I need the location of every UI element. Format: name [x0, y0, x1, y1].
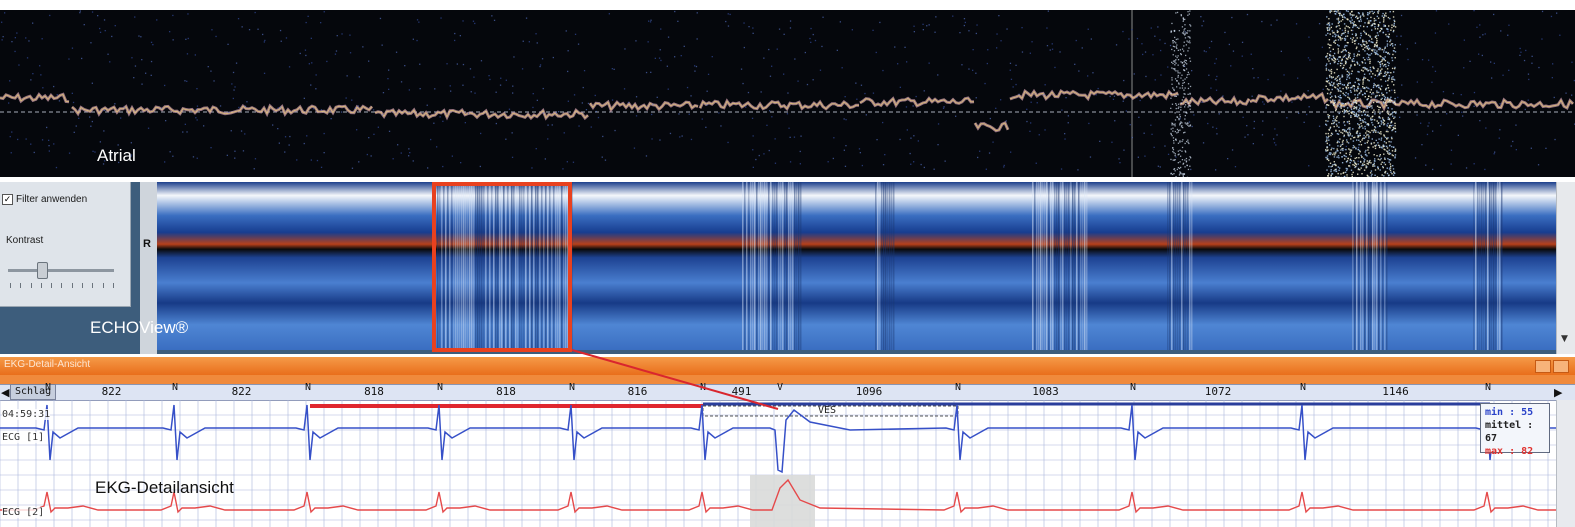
rr-interval: 818 — [496, 385, 516, 398]
contrast-slider-track[interactable] — [8, 269, 114, 272]
filter-checkbox-row[interactable]: ✓ Filter anwenden — [2, 194, 87, 205]
ekg-overview-strip — [0, 375, 1575, 384]
ekg-trace-plot — [0, 400, 1556, 527]
rr-interval: 816 — [627, 385, 648, 398]
contrast-slider-thumb[interactable] — [37, 262, 49, 279]
beat-label: N — [304, 382, 312, 393]
beat-label: N — [1129, 382, 1137, 393]
ekg-scrollbar[interactable] — [1556, 400, 1575, 527]
atrial-spectrogram — [0, 10, 1575, 177]
rr-interval: 818 — [364, 385, 384, 398]
scroll-down-arrow-icon[interactable]: ▼ — [1561, 334, 1568, 344]
scroll-right-icon[interactable]: ▶ — [1554, 386, 1563, 399]
ekg-window-titlebar[interactable]: EKG-Detail-Ansicht — [0, 357, 1575, 375]
beat-label: N — [1484, 382, 1492, 393]
beat-label: N — [954, 382, 962, 393]
beat-label: N — [1299, 382, 1307, 393]
rr-interval: 491 — [731, 385, 752, 398]
rr-interval: 822 — [231, 385, 252, 398]
contrast-slider-ticks — [10, 283, 114, 288]
minimize-window-icon[interactable] — [1535, 360, 1551, 373]
close-window-icon[interactable] — [1553, 360, 1569, 373]
echoview-controls: ✓ Filter anwenden Kontrast — [0, 182, 131, 307]
echoview-scan — [157, 182, 1556, 352]
filter-label: Filter anwenden — [16, 194, 88, 205]
stat-min: min : 55 — [1485, 407, 1534, 418]
heart-rate-stats: min : 55 mittel : 67 max : 82 — [1480, 403, 1550, 457]
atrial-panel: Atrial — [0, 10, 1575, 177]
beat-label: N — [44, 382, 52, 393]
contrast-label: Kontrast — [6, 235, 44, 246]
echoview-caption: ECHOView® — [90, 318, 189, 337]
beat-label: N — [171, 382, 179, 393]
rr-interval: 822 — [101, 385, 122, 398]
beat-header-bar: ◀ ▶ — [0, 384, 1575, 401]
beat-label: N — [436, 382, 444, 393]
lead2-label: ECG [2] — [2, 507, 45, 518]
rr-interval: 1083 — [1032, 385, 1059, 398]
r-axis-label: R — [143, 238, 151, 250]
beat-label: N — [568, 382, 576, 393]
ekg-window-title: EKG-Detail-Ansicht — [4, 359, 91, 370]
rr-interval: 1146 — [1382, 385, 1409, 398]
beat-label: V — [776, 382, 784, 393]
stat-mittel: mittel : 67 — [1485, 420, 1534, 444]
lead1-label: ECG [1] — [2, 432, 45, 443]
echoview-panel: ✓ Filter anwenden Kontrast R ▼ ECHOView® — [0, 182, 1575, 354]
atrial-caption: Atrial — [97, 146, 136, 165]
scroll-left-icon[interactable]: ◀ — [1, 386, 10, 399]
echoview-scrollbar[interactable] — [1556, 182, 1575, 354]
start-time-label: 04:59:31 — [2, 409, 51, 420]
schlag-button[interactable]: Schlag — [10, 384, 57, 400]
echoview-axis — [140, 182, 157, 354]
rr-interval: 1096 — [855, 385, 883, 398]
filter-checkbox[interactable]: ✓ — [2, 194, 13, 205]
rr-interval: 1072 — [1204, 385, 1232, 398]
ves-marker-label: VES — [818, 405, 837, 416]
stat-max: max : 82 — [1485, 446, 1534, 457]
window-buttons — [1535, 360, 1569, 373]
ekg-caption: EKG-Detailansicht — [95, 478, 234, 497]
ekg-detail-panel: EKG-Detail-Ansicht ◀ ▶ Schlag N N N N N N V N N N… — [0, 357, 1575, 527]
beat-label: N — [699, 382, 707, 393]
